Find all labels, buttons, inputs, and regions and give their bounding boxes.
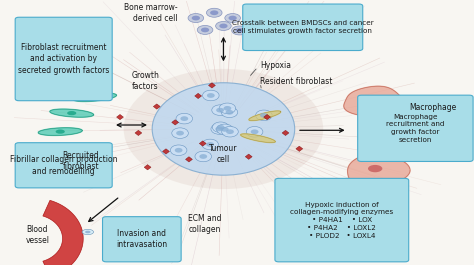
- Polygon shape: [347, 154, 410, 188]
- Ellipse shape: [211, 124, 228, 134]
- Polygon shape: [282, 130, 289, 136]
- Ellipse shape: [226, 129, 234, 134]
- Ellipse shape: [207, 93, 215, 98]
- Ellipse shape: [217, 125, 225, 130]
- Ellipse shape: [219, 103, 236, 114]
- Ellipse shape: [197, 25, 213, 34]
- Ellipse shape: [225, 14, 240, 23]
- FancyBboxPatch shape: [102, 217, 181, 262]
- Polygon shape: [249, 111, 281, 121]
- Ellipse shape: [202, 90, 219, 101]
- Ellipse shape: [67, 111, 76, 115]
- Ellipse shape: [90, 95, 100, 99]
- Ellipse shape: [221, 127, 228, 132]
- Ellipse shape: [226, 110, 233, 115]
- Text: Macrophage
recruitment and
growth factor
secretion: Macrophage recruitment and growth factor…: [386, 114, 445, 143]
- Text: ECM and
collagen: ECM and collagen: [188, 214, 222, 234]
- Polygon shape: [73, 93, 117, 101]
- Polygon shape: [38, 128, 82, 135]
- Ellipse shape: [368, 165, 383, 172]
- Polygon shape: [195, 93, 201, 99]
- Ellipse shape: [191, 16, 200, 20]
- Ellipse shape: [232, 26, 247, 35]
- Ellipse shape: [55, 130, 65, 134]
- Ellipse shape: [152, 83, 295, 175]
- FancyBboxPatch shape: [358, 95, 473, 161]
- Ellipse shape: [223, 106, 231, 111]
- Polygon shape: [172, 120, 179, 125]
- Ellipse shape: [362, 98, 375, 105]
- Ellipse shape: [188, 14, 204, 23]
- Ellipse shape: [202, 139, 219, 150]
- Text: Hypoxia: Hypoxia: [260, 61, 291, 70]
- Ellipse shape: [212, 105, 228, 116]
- Text: Hypoxic induction of
collagen-modifying enzymes
• P4HA1    • LOX
• P4HA2    • LO: Hypoxic induction of collagen-modifying …: [290, 202, 393, 238]
- Text: Growth
factors: Growth factors: [131, 71, 159, 91]
- FancyBboxPatch shape: [275, 178, 409, 262]
- Polygon shape: [144, 165, 151, 170]
- FancyBboxPatch shape: [15, 17, 112, 101]
- Ellipse shape: [170, 145, 187, 156]
- Polygon shape: [264, 114, 271, 120]
- Polygon shape: [344, 86, 403, 116]
- Polygon shape: [241, 134, 275, 143]
- Ellipse shape: [175, 148, 182, 153]
- Ellipse shape: [181, 116, 188, 121]
- FancyBboxPatch shape: [15, 143, 112, 188]
- Polygon shape: [117, 114, 123, 120]
- Ellipse shape: [255, 110, 272, 121]
- Ellipse shape: [216, 21, 231, 30]
- Ellipse shape: [215, 127, 223, 131]
- Polygon shape: [185, 157, 192, 162]
- Ellipse shape: [246, 126, 263, 137]
- Ellipse shape: [85, 231, 91, 233]
- Ellipse shape: [172, 128, 188, 138]
- Polygon shape: [135, 130, 142, 136]
- Polygon shape: [43, 200, 83, 265]
- Text: Resident fibroblast: Resident fibroblast: [260, 77, 333, 86]
- Ellipse shape: [206, 142, 214, 147]
- Ellipse shape: [236, 28, 244, 33]
- Ellipse shape: [251, 129, 258, 134]
- Ellipse shape: [176, 113, 192, 124]
- Polygon shape: [209, 83, 215, 88]
- Text: Invasion and
intravasation: Invasion and intravasation: [116, 229, 167, 249]
- Polygon shape: [50, 109, 93, 117]
- Ellipse shape: [210, 10, 219, 15]
- Ellipse shape: [260, 113, 268, 118]
- Polygon shape: [245, 154, 252, 159]
- Ellipse shape: [124, 69, 323, 189]
- Text: Tumour
cell: Tumour cell: [209, 144, 237, 164]
- Ellipse shape: [221, 107, 238, 118]
- Polygon shape: [199, 141, 206, 146]
- Ellipse shape: [207, 8, 222, 17]
- Text: Macrophage: Macrophage: [410, 103, 457, 112]
- Ellipse shape: [222, 126, 238, 137]
- Text: Fibrillar collagen production
and remodelling: Fibrillar collagen production and remode…: [10, 155, 118, 175]
- Ellipse shape: [195, 151, 211, 162]
- Text: Fibroblast recruitment
and activation by
secreted growth factors: Fibroblast recruitment and activation by…: [18, 43, 109, 75]
- Polygon shape: [296, 146, 303, 151]
- Ellipse shape: [216, 108, 224, 113]
- Ellipse shape: [219, 24, 228, 28]
- Ellipse shape: [82, 229, 93, 235]
- Ellipse shape: [228, 16, 237, 20]
- Ellipse shape: [212, 122, 229, 132]
- Ellipse shape: [176, 131, 184, 135]
- Text: Crosstalk between BMDSCs and cancer
cell stimulates growth factor secretion: Crosstalk between BMDSCs and cancer cell…: [232, 20, 374, 34]
- Ellipse shape: [217, 124, 233, 135]
- Polygon shape: [163, 149, 169, 154]
- Text: Recruited
fibroblast: Recruited fibroblast: [63, 151, 99, 171]
- Ellipse shape: [200, 154, 207, 159]
- Text: Bone marrow-
derived cell: Bone marrow- derived cell: [124, 3, 177, 23]
- Text: Blood
vessel: Blood vessel: [26, 224, 50, 245]
- Polygon shape: [153, 104, 160, 109]
- Ellipse shape: [201, 28, 209, 32]
- FancyBboxPatch shape: [243, 4, 363, 51]
